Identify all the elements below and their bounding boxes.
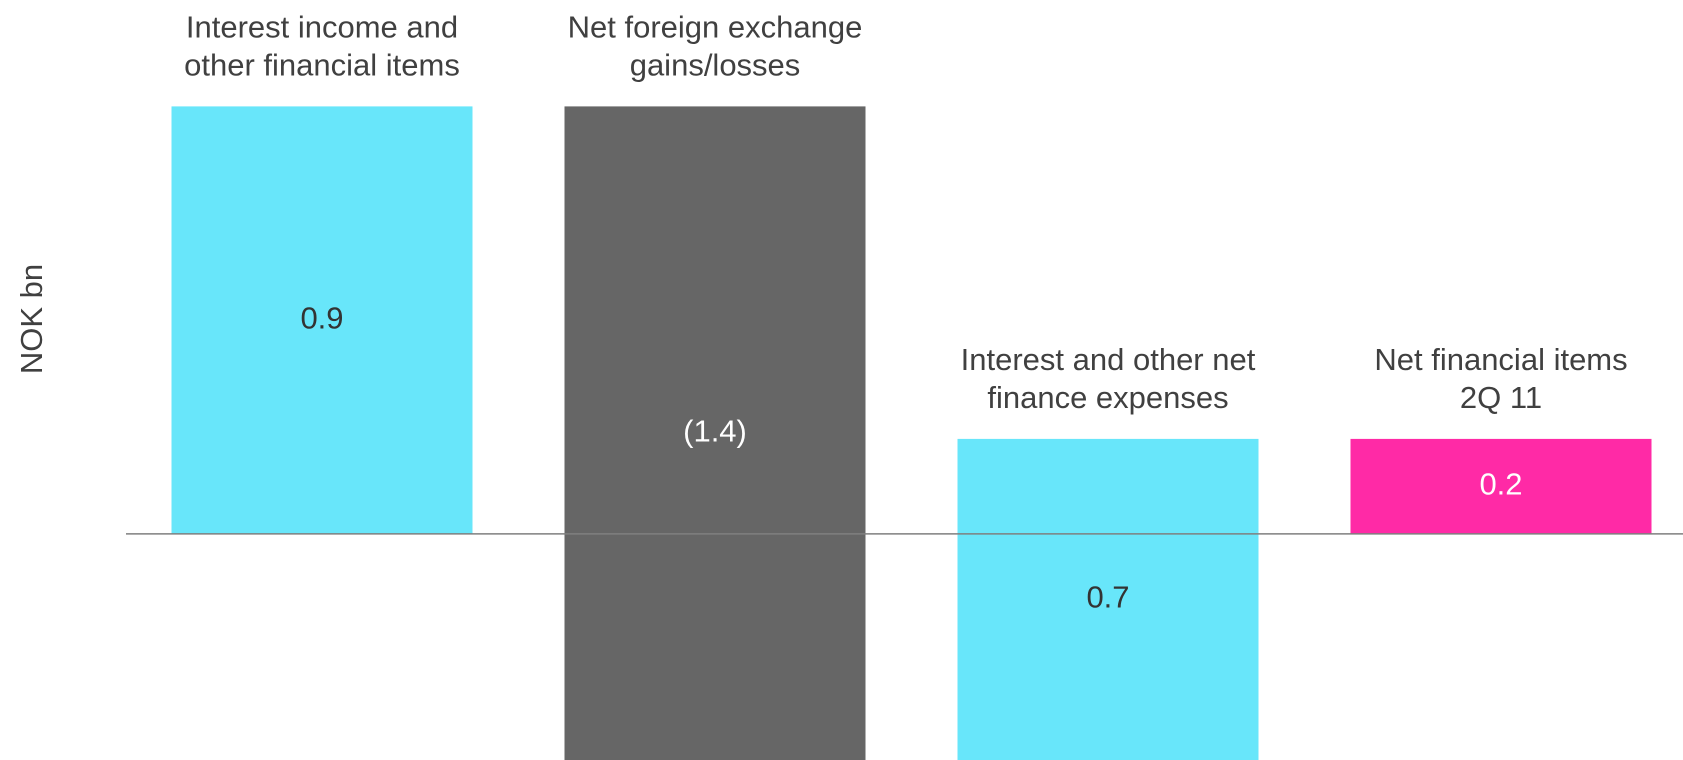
bar xyxy=(957,438,1259,760)
bar xyxy=(564,106,866,760)
value-label: 0.9 xyxy=(300,300,343,335)
value-label: 0.2 xyxy=(1479,467,1522,502)
category-label: gains/losses xyxy=(630,48,801,83)
category-label: 2Q 11 xyxy=(1460,380,1542,415)
category-label: Net foreign exchange xyxy=(568,10,863,45)
category-label: Net financial items xyxy=(1374,342,1627,377)
bar xyxy=(1350,438,1652,534)
value-label: 0.7 xyxy=(1086,580,1129,615)
y-axis-label: NOK bn xyxy=(14,264,49,374)
bar xyxy=(171,106,473,534)
value-label: (1.4) xyxy=(683,413,747,448)
category-label: other financial items xyxy=(184,48,460,83)
category-label: finance expenses xyxy=(987,380,1228,415)
category-label: Interest and other net xyxy=(961,342,1256,377)
category-label: Interest income and xyxy=(186,10,458,45)
